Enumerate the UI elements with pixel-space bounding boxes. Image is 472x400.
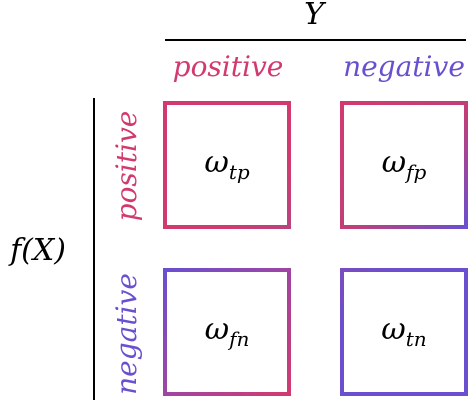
- cell-label-tn: ωtn: [381, 312, 426, 351]
- column-header-positive: positive: [173, 50, 284, 83]
- cell-box-tn: [340, 268, 468, 396]
- cell-symbol: ω: [382, 145, 406, 180]
- cell-box-fn: [163, 268, 291, 396]
- cell-label-tp: ωtp: [204, 145, 250, 184]
- cell-box-tp: [163, 101, 291, 229]
- cell-subscript: tp: [229, 160, 250, 184]
- row-header-negative: negative: [110, 273, 143, 395]
- cell-symbol: ω: [381, 312, 405, 347]
- cell-true-negative: ωtn: [340, 268, 468, 396]
- column-axis-label: Y: [304, 0, 327, 32]
- cell-label-fn: ωfn: [205, 312, 250, 351]
- cell-label-fp: ωfp: [382, 145, 427, 184]
- row-axis-label: f(X): [8, 233, 66, 268]
- row-header-positive: positive: [110, 111, 143, 222]
- cell-true-positive: ωtp: [163, 101, 291, 229]
- cell-symbol: ω: [204, 145, 228, 180]
- cell-symbol: ω: [205, 312, 229, 347]
- cell-subscript: tn: [406, 327, 427, 351]
- cell-box-fp: [340, 101, 468, 229]
- cell-subscript: fp: [404, 160, 426, 184]
- column-header-negative: negative: [343, 50, 465, 83]
- cell-false-positive: ωfp: [340, 101, 468, 229]
- cell-false-negative: ωfn: [163, 268, 291, 396]
- cell-subscript: fn: [227, 327, 249, 351]
